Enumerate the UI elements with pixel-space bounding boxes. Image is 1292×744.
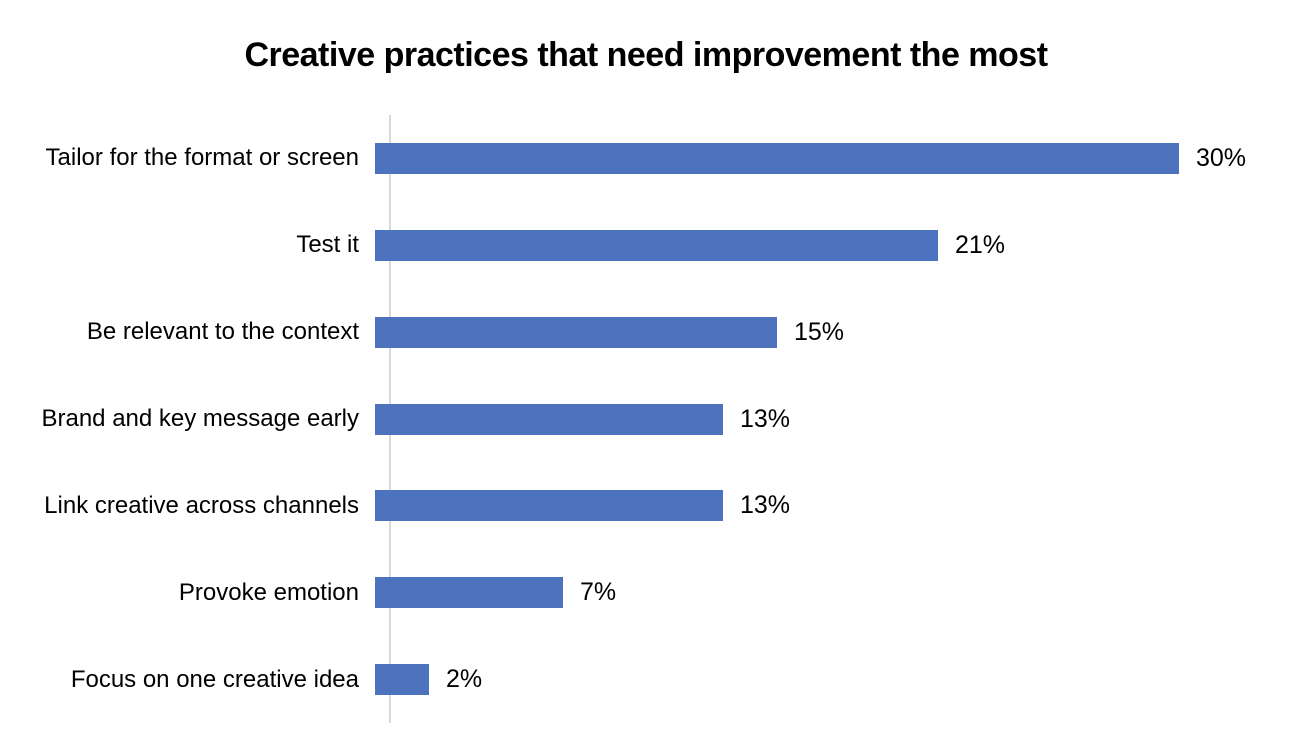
bar-row: Focus on one creative idea 2% — [0, 636, 1292, 723]
category-label: Tailor for the format or screen — [45, 144, 359, 172]
value-label: 30% — [1196, 143, 1247, 172]
bar — [375, 664, 429, 696]
bar — [375, 229, 938, 261]
category-label: Brand and key message early — [41, 405, 359, 432]
category-label: Be relevant to the context — [86, 318, 359, 346]
value-label: 13% — [740, 404, 791, 433]
bar-track: 13% — [375, 376, 1292, 463]
value-label: 2% — [446, 665, 483, 694]
value-label: 13% — [740, 491, 791, 520]
bar-row: Test it 21% — [0, 202, 1292, 289]
chart-title: Creative practices that need improvement… — [244, 36, 1048, 74]
bar-track: 13% — [375, 462, 1292, 549]
bar-track: 21% — [375, 202, 1292, 289]
bar-track: 7% — [375, 549, 1292, 636]
bar — [375, 490, 723, 522]
bar — [375, 403, 723, 435]
bar — [375, 142, 1179, 174]
bar — [375, 316, 777, 348]
category-label: Test it — [296, 231, 359, 259]
value-label: 21% — [955, 230, 1006, 259]
bar-row: Brand and key message early 13% — [0, 376, 1292, 463]
category-label: Focus on one creative idea — [70, 665, 359, 693]
bar-row: Tailor for the format or screen 30% — [0, 115, 1292, 202]
value-label: 15% — [794, 317, 845, 346]
bar-row: Be relevant to the context 15% — [0, 289, 1292, 376]
bar-track: 30% — [375, 115, 1292, 202]
value-label: 7% — [580, 578, 617, 607]
plot-area: Tailor for the format or screen 30% Test i… — [0, 115, 1292, 723]
bar-row: Provoke emotion 7% — [0, 549, 1292, 636]
category-label: Link creative across channels — [44, 491, 359, 519]
category-label: Provoke emotion — [178, 578, 359, 606]
bar-row: Link creative across channels 13% — [0, 462, 1292, 549]
bar-rows: Tailor for the format or screen 30% Test i… — [0, 115, 1292, 723]
bar-track: 15% — [375, 289, 1292, 376]
bar-track: 2% — [375, 636, 1292, 723]
bar — [375, 577, 563, 609]
